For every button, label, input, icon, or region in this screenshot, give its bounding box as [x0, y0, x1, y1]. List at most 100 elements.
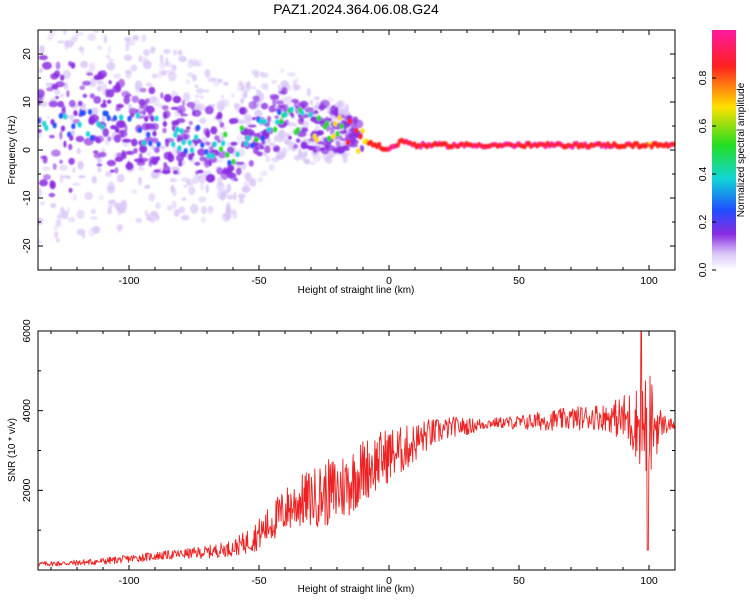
spectrogram-cell: [345, 139, 351, 146]
spectrogram-cell: [106, 115, 111, 122]
spectrogram-cell: [51, 149, 61, 157]
spectrogram-cell: [289, 106, 294, 113]
spectrogram-cell: [216, 166, 223, 175]
spectrogram-cell: [93, 75, 102, 81]
spectrogram-cell: [241, 185, 250, 194]
spectrogram-cell: [254, 109, 263, 118]
spectrogram-cell: [106, 61, 116, 71]
spectrogram-cell: [70, 62, 76, 69]
spectrogram-cell: [199, 95, 204, 99]
spectrogram-cell: [165, 69, 175, 75]
spectrogram-cell: [72, 193, 77, 201]
spectrogram-cell: [225, 208, 232, 216]
spectrogram-cell: [103, 34, 108, 44]
spectrogram-cell: [141, 34, 147, 43]
spectrogram-cell: [360, 146, 364, 152]
spectrogram-cell: [204, 105, 214, 115]
spectrogram-cell: [178, 108, 183, 115]
spectrogram-cell: [82, 80, 91, 86]
spectrogram-cell: [304, 149, 308, 157]
snr-x-tick-label: 100: [640, 575, 658, 587]
spectrogram-cell: [272, 126, 278, 133]
spectrogram-cell: [241, 91, 248, 99]
spectrogram-cell: [107, 205, 113, 215]
colorbar-tick-label: 0.4: [697, 167, 709, 182]
spectrogram-cell: [248, 160, 254, 167]
spectrogram-cell: [252, 95, 260, 103]
spectrogram-cell: [172, 95, 182, 104]
spectrogram-cell: [53, 70, 61, 78]
spectrogram-cell: [206, 152, 211, 159]
spectrogram-cell: [292, 122, 297, 128]
spectrogram-cell: [52, 84, 59, 90]
spectrogram-cell: [48, 30, 56, 37]
spectrogram-cell: [143, 115, 149, 122]
spectrogram-cell: [181, 139, 186, 146]
spectrogram-cell: [92, 150, 99, 155]
snr-y-axis-label: SNR (10 * v/v): [7, 418, 18, 482]
spectrogram-cell: [330, 153, 335, 158]
spectrogram-cell: [152, 130, 157, 137]
spectrogram-cell: [348, 135, 357, 144]
spectrogram-cell: [108, 199, 117, 208]
spectrogram-cell: [203, 127, 210, 136]
spectrogram-cell: [296, 130, 307, 138]
spectrogram-cell: [236, 134, 244, 144]
colorbar-label: Normalized spectral amplitude: [736, 82, 747, 217]
spectrogram-cell: [38, 12, 45, 20]
spectrogram-cell: [195, 170, 200, 175]
spectrogram-cell: [40, 155, 46, 159]
spectrogram-cell: [165, 138, 170, 148]
spectrogram-cell: [171, 64, 177, 72]
spectrogram-y-axis-label: Frequency (Hz): [7, 116, 18, 185]
spectrogram-cell: [138, 98, 146, 106]
spectrogram-cell: [339, 123, 344, 130]
spectrogram-cell: [179, 128, 184, 135]
spectrogram-cell: [59, 159, 63, 164]
spectrogram-cell: [251, 117, 256, 121]
spectrogram-cell: [47, 34, 54, 41]
snr-x-tick-label: 0: [386, 575, 392, 587]
spectrogram-cell: [38, 239, 42, 245]
spectrogram-cell: [38, 89, 45, 99]
snr-y-tick-label: 2000: [21, 478, 33, 502]
spectrogram-cell: [237, 193, 246, 199]
spectrogram-y-tick-label: 0: [21, 147, 33, 153]
spectrogram-cell: [146, 123, 156, 130]
spectrogram-cell: [178, 206, 186, 214]
spectrogram-cell: [139, 105, 143, 109]
colorbar-tick-label: 0.8: [697, 71, 709, 86]
spectrogram-cell: [87, 108, 93, 115]
spectrogram-cell: [118, 130, 128, 138]
spectrogram-cell: [139, 87, 147, 93]
spectrogram-cell: [116, 152, 123, 158]
spectrogram-cell: [142, 109, 146, 116]
spectrogram-cell: [150, 115, 155, 122]
spectrogram-cell: [96, 85, 103, 92]
spectrogram-cell: [182, 92, 191, 102]
spectrogram-cell: [113, 134, 122, 143]
spectrogram-cell: [144, 209, 148, 217]
spectrogram-cell: [243, 140, 249, 147]
spectrogram-y-tick-label: -20: [21, 238, 33, 253]
spectrogram-cell: [284, 119, 289, 126]
spectrogram-cell: [162, 120, 168, 127]
spectrogram-cell: [300, 118, 305, 122]
spectrogram-cell: [76, 148, 81, 155]
spectrogram-cell: [339, 130, 348, 135]
spectrogram-cell: [76, 209, 85, 219]
spectrogram-cell: [93, 153, 101, 159]
spectrogram-cell: [150, 210, 159, 217]
spectrogram-cell: [48, 192, 56, 198]
spectrogram-cell: [316, 115, 321, 122]
spectrogram-cell: [60, 74, 65, 81]
spectrogram-cell: [264, 145, 271, 154]
spectrogram-cell: [183, 184, 187, 188]
spectrogram-cell: [97, 45, 102, 50]
spectrogram-cell: [171, 141, 176, 148]
spectrogram-cell: [280, 80, 289, 89]
spectrogram-cell: [144, 136, 154, 142]
spectrogram-cell: [176, 134, 181, 143]
spectrogram-cell: [227, 159, 232, 166]
spectrogram-cell: [210, 152, 215, 159]
